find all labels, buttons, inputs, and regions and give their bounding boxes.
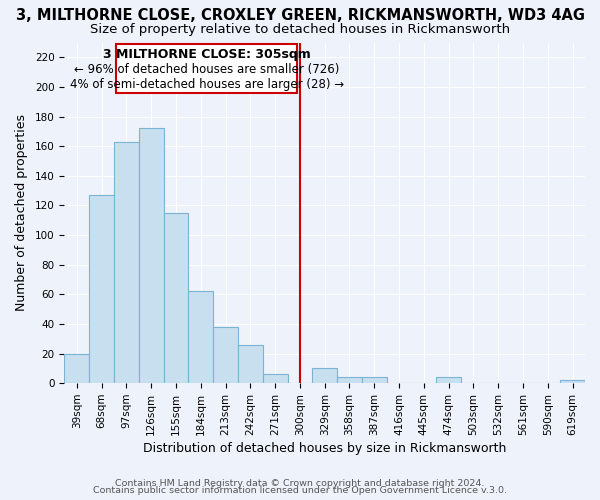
Text: Size of property relative to detached houses in Rickmansworth: Size of property relative to detached ho… bbox=[90, 22, 510, 36]
Y-axis label: Number of detached properties: Number of detached properties bbox=[15, 114, 28, 312]
Bar bbox=[139, 128, 164, 383]
Bar bbox=[64, 354, 89, 383]
Bar bbox=[164, 213, 188, 383]
X-axis label: Distribution of detached houses by size in Rickmansworth: Distribution of detached houses by size … bbox=[143, 442, 506, 455]
Text: 4% of semi-detached houses are larger (28) →: 4% of semi-detached houses are larger (2… bbox=[70, 78, 344, 91]
Bar bbox=[362, 378, 386, 383]
Bar bbox=[560, 380, 585, 383]
Text: Contains HM Land Registry data © Crown copyright and database right 2024.: Contains HM Land Registry data © Crown c… bbox=[115, 478, 485, 488]
Text: ← 96% of detached houses are smaller (726): ← 96% of detached houses are smaller (72… bbox=[74, 63, 340, 76]
Bar bbox=[89, 195, 114, 383]
FancyBboxPatch shape bbox=[116, 44, 298, 93]
Text: 3 MILTHORNE CLOSE: 305sqm: 3 MILTHORNE CLOSE: 305sqm bbox=[103, 48, 311, 62]
Bar bbox=[213, 327, 238, 383]
Bar bbox=[436, 378, 461, 383]
Text: Contains public sector information licensed under the Open Government Licence v.: Contains public sector information licen… bbox=[93, 486, 507, 495]
Bar bbox=[238, 344, 263, 383]
Bar bbox=[313, 368, 337, 383]
Bar bbox=[114, 142, 139, 383]
Text: 3, MILTHORNE CLOSE, CROXLEY GREEN, RICKMANSWORTH, WD3 4AG: 3, MILTHORNE CLOSE, CROXLEY GREEN, RICKM… bbox=[16, 8, 584, 22]
Bar bbox=[337, 378, 362, 383]
Bar bbox=[263, 374, 287, 383]
Bar bbox=[188, 292, 213, 383]
